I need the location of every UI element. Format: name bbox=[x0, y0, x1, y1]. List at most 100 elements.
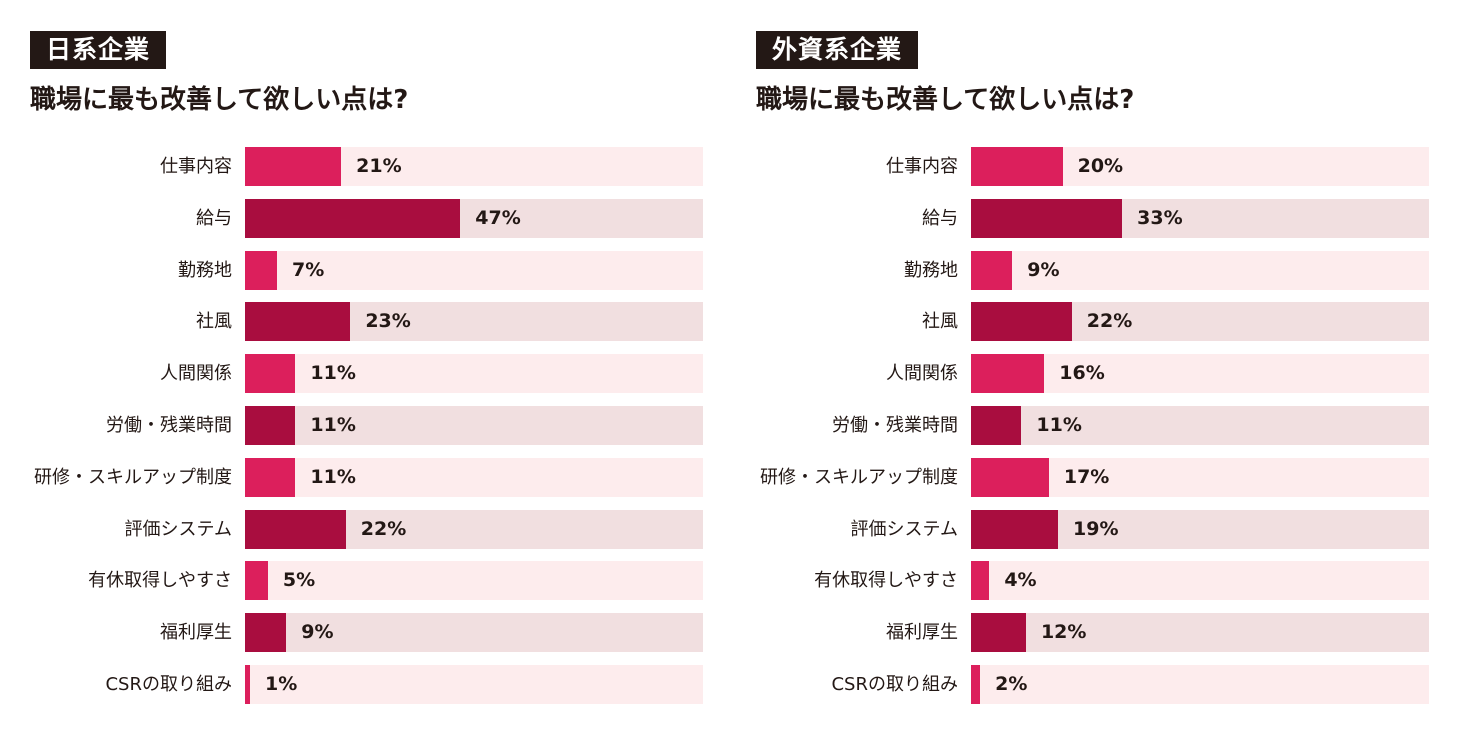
bar-row: 有休取得しやすさ 5% bbox=[0, 561, 730, 601]
bar bbox=[971, 613, 1026, 653]
data-label: 5% bbox=[282, 569, 316, 592]
bar-row: 人間関係 11% bbox=[0, 354, 730, 394]
bar-track: 9% bbox=[971, 250, 1429, 290]
bar-row: 勤務地 9% bbox=[726, 250, 1456, 290]
bar bbox=[971, 250, 1013, 290]
bar bbox=[245, 457, 296, 497]
category-label: 福利厚生 bbox=[160, 622, 232, 644]
panel-badge: 日系企業 bbox=[30, 31, 167, 69]
category-label: 研修・スキルアップ制度 bbox=[760, 466, 958, 488]
bar-row: 勤務地 7% bbox=[0, 250, 730, 290]
category-label: 仕事内容 bbox=[160, 156, 232, 177]
bar-track: 11% bbox=[971, 406, 1429, 445]
bar-row: 社風 23% bbox=[0, 302, 730, 342]
chart-panel-foreign-companies: 外資系企業 職場に最も改善して欲しい点は? 仕事内容 20% 給与 33% 勤務地 9% 社… bbox=[726, 0, 1456, 733]
bar-row: 研修・スキルアップ制度 11% bbox=[0, 457, 730, 497]
bar bbox=[971, 665, 981, 704]
category-label: 評価システム bbox=[124, 518, 232, 540]
category-label: 勤務地 bbox=[904, 259, 958, 281]
bar-row: 福利厚生 12% bbox=[726, 613, 1456, 653]
data-label: 9% bbox=[1027, 258, 1060, 281]
bar-row: 有休取得しやすさ 4% bbox=[726, 561, 1456, 601]
bar-track: 33% bbox=[971, 198, 1429, 238]
bar-track: 17% bbox=[971, 457, 1429, 497]
data-label: 19% bbox=[1073, 517, 1119, 540]
bar bbox=[245, 198, 461, 238]
data-label: 17% bbox=[1063, 465, 1110, 488]
category-label: 有休取得しやすさ bbox=[814, 570, 958, 592]
data-label: 4% bbox=[1004, 569, 1037, 592]
data-label: 22% bbox=[1086, 310, 1133, 333]
bar bbox=[971, 457, 1049, 497]
bar-track: 19% bbox=[971, 509, 1429, 549]
data-label: 23% bbox=[365, 310, 411, 333]
bar-track: 22% bbox=[245, 509, 703, 549]
data-label: 47% bbox=[475, 206, 521, 229]
bar bbox=[245, 665, 250, 704]
bar-track: 1% bbox=[245, 665, 703, 704]
bar-row: 仕事内容 20% bbox=[726, 147, 1456, 186]
data-label: 1% bbox=[265, 673, 298, 695]
bar-row: 人間関係 16% bbox=[726, 354, 1456, 394]
bar bbox=[971, 147, 1063, 186]
category-label: 人間関係 bbox=[160, 363, 232, 385]
data-label: 11% bbox=[1036, 414, 1082, 436]
bar-track: 20% bbox=[971, 147, 1429, 186]
category-label: 有休取得しやすさ bbox=[88, 570, 232, 592]
chart-panel-japanese-companies: 日系企業 職場に最も改善して欲しい点は? 仕事内容 21% 給与 47% 勤務地 7% 社風… bbox=[0, 31, 730, 704]
bar bbox=[245, 302, 351, 342]
data-label: 2% bbox=[995, 673, 1028, 695]
chart-title: 職場に最も改善して欲しい点は? bbox=[30, 85, 409, 115]
category-label: 給与 bbox=[922, 207, 958, 229]
bar bbox=[245, 613, 287, 653]
data-label: 12% bbox=[1040, 621, 1087, 644]
bar-track: 7% bbox=[245, 250, 703, 290]
bar bbox=[971, 302, 1072, 342]
category-label: 福利厚生 bbox=[886, 622, 958, 644]
bar-track: 11% bbox=[245, 354, 703, 394]
bar bbox=[245, 509, 346, 549]
data-label: 11% bbox=[310, 362, 356, 385]
bar bbox=[245, 406, 296, 445]
bar-row: 労働・残業時間 11% bbox=[0, 406, 730, 445]
bar-track: 4% bbox=[971, 561, 1429, 601]
bar bbox=[245, 147, 342, 186]
bar bbox=[971, 354, 1045, 394]
bar-track: 2% bbox=[971, 665, 1429, 704]
bar-row: 社風 22% bbox=[726, 302, 1456, 342]
bar bbox=[971, 406, 1022, 445]
bar-row: 評価システム 22% bbox=[0, 509, 730, 549]
category-label: CSRの取り組み bbox=[105, 674, 232, 695]
category-label: 人間関係 bbox=[886, 363, 958, 385]
category-label: 評価システム bbox=[850, 518, 958, 540]
bar-row: 労働・残業時間 11% bbox=[726, 406, 1456, 445]
bar-track: 23% bbox=[245, 302, 703, 342]
bar-track: 21% bbox=[245, 147, 703, 186]
data-label: 16% bbox=[1059, 362, 1105, 385]
bar-track: 47% bbox=[245, 198, 703, 238]
category-label: 社風 bbox=[196, 311, 232, 333]
bar-row: CSRの取り組み 2% bbox=[726, 665, 1456, 704]
bar bbox=[971, 509, 1059, 549]
bar-track: 11% bbox=[245, 406, 703, 445]
bar-track: 11% bbox=[245, 457, 703, 497]
bar-row: 給与 33% bbox=[726, 198, 1456, 238]
data-label: 21% bbox=[356, 155, 402, 177]
bar-row: 研修・スキルアップ制度 17% bbox=[726, 457, 1456, 497]
category-label: 勤務地 bbox=[178, 259, 232, 281]
category-label: 給与 bbox=[196, 207, 232, 229]
data-label: 20% bbox=[1077, 155, 1124, 177]
category-label: CSRの取り組み bbox=[831, 674, 958, 695]
panel-badge: 外資系企業 bbox=[756, 31, 919, 69]
bar-row: 仕事内容 21% bbox=[0, 147, 730, 186]
bar-track: 5% bbox=[245, 561, 703, 601]
chart-title: 職場に最も改善して欲しい点は? bbox=[756, 85, 1135, 115]
bar-row: 福利厚生 9% bbox=[0, 613, 730, 653]
bar bbox=[971, 198, 1123, 238]
bar-track: 16% bbox=[971, 354, 1429, 394]
category-label: 研修・スキルアップ制度 bbox=[34, 466, 232, 488]
data-label: 11% bbox=[310, 465, 356, 488]
category-label: 社風 bbox=[922, 311, 958, 333]
data-label: 11% bbox=[310, 414, 356, 436]
bar-track: 22% bbox=[971, 302, 1429, 342]
